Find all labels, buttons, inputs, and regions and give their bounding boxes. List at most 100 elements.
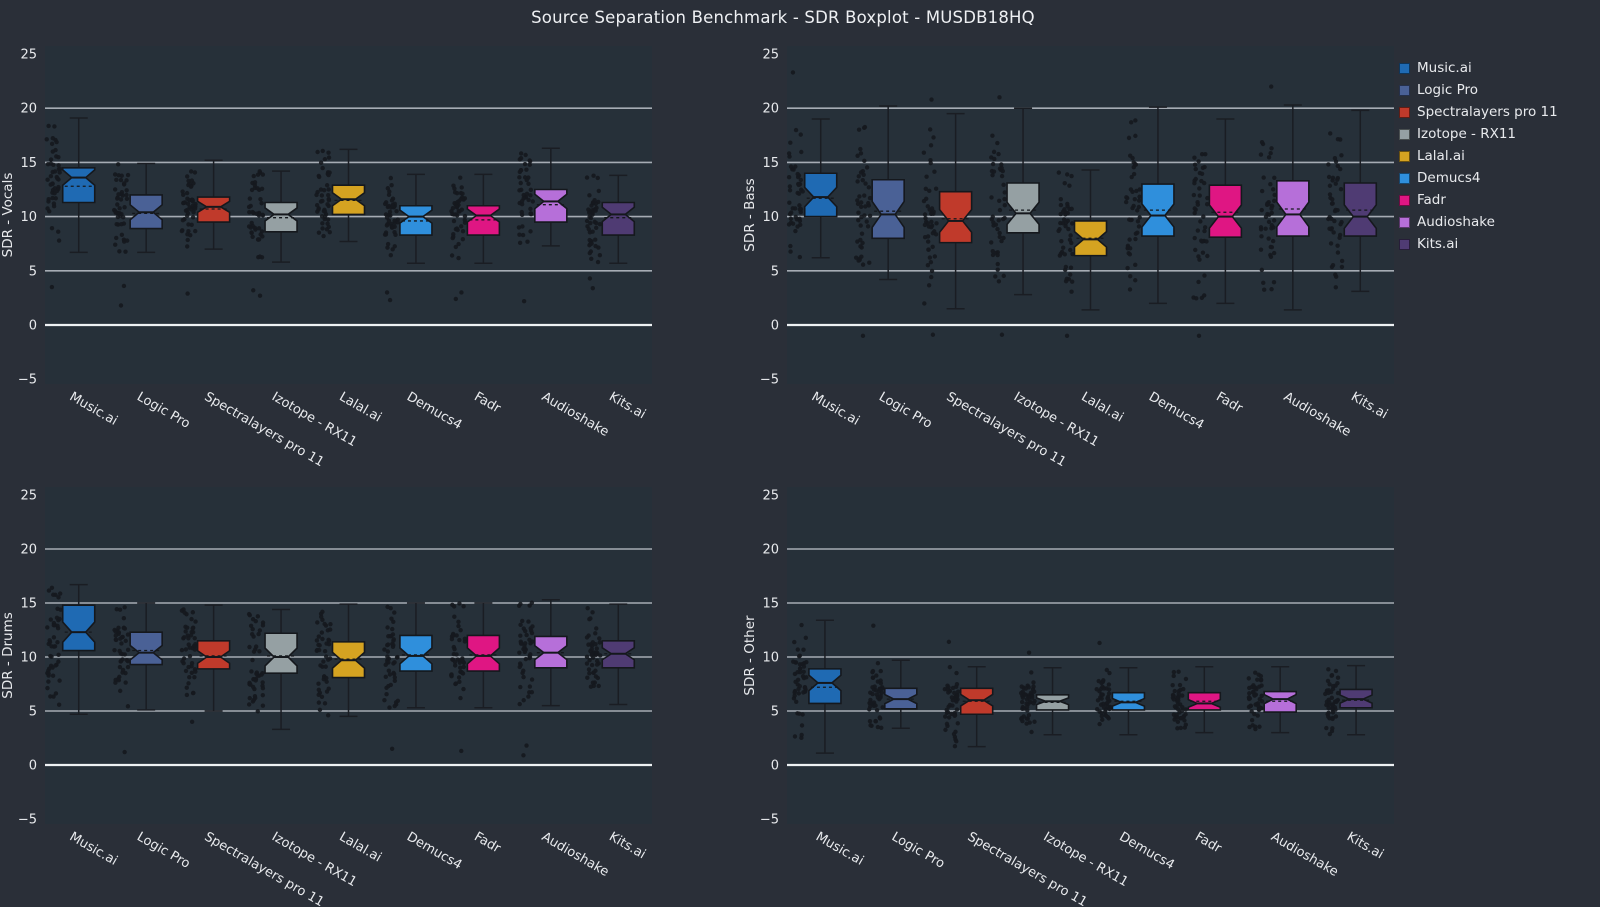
strip-dot [1255,713,1260,718]
strip-dot [1328,241,1334,246]
strip-dot [1066,277,1072,282]
strip-dot [324,679,329,684]
strip-dot [588,616,593,621]
strip-dot [587,671,592,676]
strip-points [112,605,131,755]
box-group-fadr [1170,665,1222,734]
strip-dot [180,659,185,664]
strip-dot [518,641,524,646]
strip-dot [529,677,535,682]
strip-dot [454,633,459,638]
strip-dot [793,127,799,133]
strip-dot [796,691,802,696]
legend-label: Audioshake [1417,214,1495,230]
strip-dot [462,213,468,219]
strip-dot [1060,245,1066,250]
strip-dot [189,178,195,183]
x-tick-label: Fadr [471,389,503,416]
strip-dot [929,274,934,280]
strip-dot [584,654,590,659]
strip-dot [1195,202,1201,207]
strip-dot [51,644,57,649]
strip-dot [791,659,796,664]
strip-dot [256,226,262,231]
x-tick-label: Logic Pro [889,829,947,871]
strip-dot [391,642,396,648]
strip-points [942,639,961,749]
strip-dot [116,625,121,631]
strip-dot [1061,217,1067,222]
strip-dot [1195,228,1201,233]
box-group-logic-pro [853,105,905,339]
x-tick-label: Spectralayers pro 11 [202,389,327,470]
strip-dot [1330,726,1335,731]
strip-dot [1128,187,1134,192]
strip-dot [1256,707,1262,713]
strip-dot [1001,182,1006,188]
strip-dot [52,623,58,628]
strip-dot [387,189,392,194]
strip-dot [322,157,328,162]
box-group-spectralayers-pro-11 [179,159,231,296]
strip-dot [384,692,389,697]
strip-dot [860,262,866,267]
strip-dot [454,213,460,218]
strip-dot [1024,704,1030,710]
notched-box [129,631,163,666]
chart-title: Source Separation Benchmark - SDR Boxplo… [531,8,1035,27]
strip-dot [587,250,592,256]
strip-dot [319,630,325,635]
strip-dot [316,207,321,212]
strip-dot [1327,183,1333,188]
strip-dot [458,628,463,633]
strip-dot [1339,264,1345,270]
strip-dot [192,170,198,175]
strip-dot [996,151,1001,157]
strip-dot [792,639,797,645]
strip-dot [927,188,932,194]
strip-dot [1134,188,1139,194]
strip-dot [260,692,266,698]
legend-swatch [1399,128,1410,140]
strip-dot [792,734,798,739]
strip-dot [317,707,323,713]
strip-dot [1333,714,1339,719]
strip-dot [462,217,467,223]
strip-dot [185,237,190,243]
strip-dot [122,239,127,244]
strip-dot [1247,696,1253,701]
strip-points [449,601,468,754]
strip-dot [50,136,56,141]
strip-dot [1056,228,1061,234]
strip-dot [1325,678,1331,684]
x-tick-label: Audioshake [539,829,611,879]
strip-dot [1197,193,1202,198]
strip-dot [1129,174,1134,180]
strip-dot [922,212,928,217]
strip-dot [456,623,461,629]
strip-dot [597,253,603,258]
strip-dot [527,655,532,661]
strip-dot [250,626,255,632]
strip-dot [385,222,391,227]
strip-dot [113,680,118,685]
strip-dot [1270,238,1276,244]
strip-dot [452,190,458,195]
strip-dot [387,209,393,215]
strip-points [516,600,535,758]
notched-box [871,178,905,240]
box-group-spectralayers-pro-11 [942,639,994,749]
strip-dot [1180,705,1185,710]
strip-dot [930,244,935,250]
strip-dot [460,658,465,663]
strip-dot [595,259,601,265]
strip-dot [1127,237,1132,242]
strip-dot [459,185,464,190]
strip-dot [324,689,330,694]
strip-dot [797,203,802,208]
strip-dot [256,631,261,637]
strip-dot [1125,265,1130,271]
strip-dot [49,585,55,590]
strip-points [1191,151,1210,339]
strip-dot [874,707,880,713]
